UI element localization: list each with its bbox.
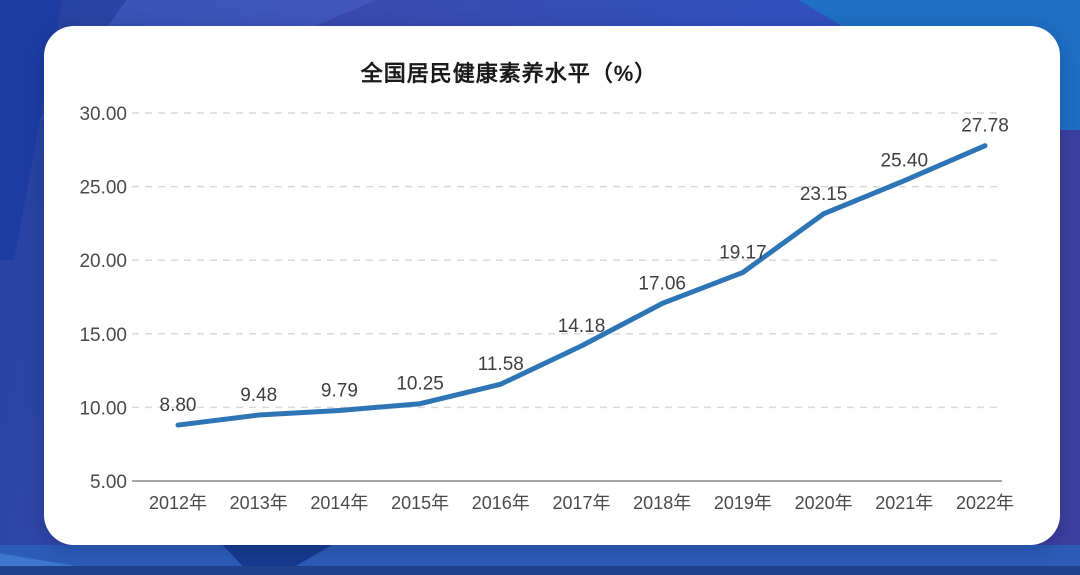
point-label: 8.80: [160, 395, 197, 416]
point-label: 9.79: [321, 380, 358, 401]
x-tick-label: 2015年: [391, 493, 449, 513]
x-tick-label: 2019年: [714, 493, 772, 513]
chart-card: 全国居民健康素养水平（%） 30.00 25.00 20.00 15.00 10.00 5…: [44, 26, 1060, 545]
x-tick-label: 2021年: [875, 493, 933, 513]
x-tick-label: 2022年: [956, 493, 1014, 513]
point-label: 17.06: [638, 273, 686, 294]
x-tick-label: 2020年: [795, 493, 853, 513]
background-bottom-band: [0, 545, 1080, 575]
x-tick-label: 2018年: [633, 493, 691, 513]
y-tick-label: 5.00: [90, 472, 127, 493]
point-label: 9.48: [240, 385, 277, 406]
point-label: 19.17: [719, 242, 767, 263]
series-line: [175, 143, 988, 428]
y-tick-label: 30.00: [79, 104, 127, 125]
chart-svg: 30.00 25.00 20.00 15.00 10.00 5.00 2012年 2013年 2…: [79, 104, 1014, 513]
x-tick-label: 2014年: [310, 493, 368, 513]
y-tick-label: 25.00: [79, 178, 127, 199]
background-bottom-left-light-wedge: [0, 553, 130, 575]
x-tick-label: 2012年: [149, 493, 207, 513]
point-label: 10.25: [396, 374, 444, 395]
y-tick-label: 15.00: [79, 325, 127, 346]
y-tick-label: 20.00: [79, 251, 127, 272]
point-label: 11.58: [478, 354, 524, 375]
chart-title: 全国居民健康素养水平（%）: [360, 61, 658, 86]
point-label: 27.78: [961, 116, 1009, 137]
point-label: 25.40: [881, 151, 929, 172]
point-label: 23.15: [800, 184, 848, 205]
x-tick-label: 2016年: [472, 493, 530, 513]
x-tick-label: 2013年: [230, 493, 288, 513]
point-label: 14.18: [558, 316, 606, 337]
background-bottom-navy-wedge: [222, 545, 332, 567]
y-tick-label: 10.00: [79, 398, 127, 419]
background-bottom-dark-strip: [0, 566, 1080, 575]
x-tick-label: 2017年: [552, 493, 610, 513]
